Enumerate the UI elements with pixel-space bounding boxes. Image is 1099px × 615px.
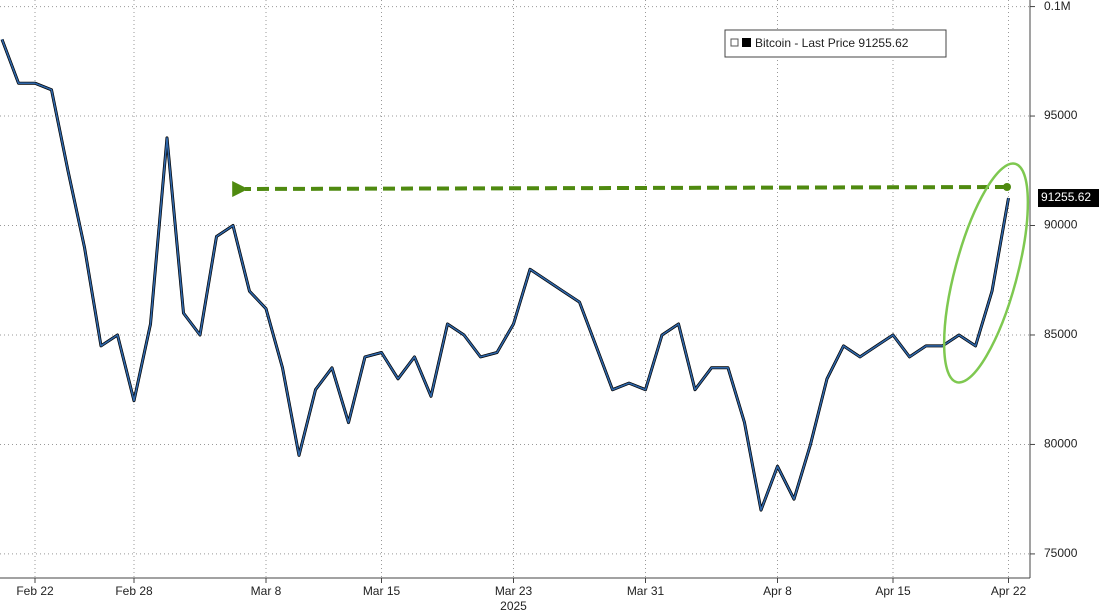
- last-price-label: 91255.62: [1041, 190, 1091, 204]
- x-axis-year: 2025: [500, 599, 527, 613]
- x-tick-label: Mar 8: [251, 584, 282, 598]
- x-tick-label: Feb 28: [115, 584, 153, 598]
- plot: [0, 38, 1010, 512]
- y-tick-label: 85000: [1044, 327, 1078, 341]
- y-tick-label: 90000: [1044, 218, 1078, 232]
- legend-label: Bitcoin - Last Price 91255.62: [755, 36, 909, 50]
- x-tick-label: Apr 15: [875, 584, 911, 598]
- legend-value: 91255.62: [858, 36, 908, 50]
- y-tick-label: 75000: [1044, 546, 1078, 560]
- legend-swatch: [742, 38, 751, 47]
- legend: Bitcoin - Last Price 91255.62: [724, 29, 947, 58]
- last-price-box: [1038, 189, 1099, 208]
- x-tick-label: Apr 22: [991, 584, 1027, 598]
- x-tick-label: Mar 31: [627, 584, 665, 598]
- legend-box: [724, 29, 947, 58]
- y-tick-label: 0.1M: [1044, 0, 1071, 13]
- line-shadow: [0, 38, 1010, 512]
- arrow-start: [1003, 183, 1011, 191]
- x-tick-label: Feb 22: [16, 584, 54, 598]
- x-tick-label: Mar 23: [495, 584, 533, 598]
- x-tick-label: Apr 8: [763, 584, 792, 598]
- y-tick-label: 95000: [1044, 108, 1078, 122]
- grid: [0, 0, 1030, 578]
- y-tick-label: 80000: [1044, 437, 1078, 451]
- x-tick-label: Mar 15: [363, 584, 401, 598]
- legend-name: Bitcoin - Last Price: [755, 36, 855, 50]
- price-line: [1, 39, 1010, 511]
- arrow-annotation: [232, 181, 1008, 198]
- highlight-ellipse: [942, 162, 1030, 384]
- legend-icon: [730, 38, 739, 47]
